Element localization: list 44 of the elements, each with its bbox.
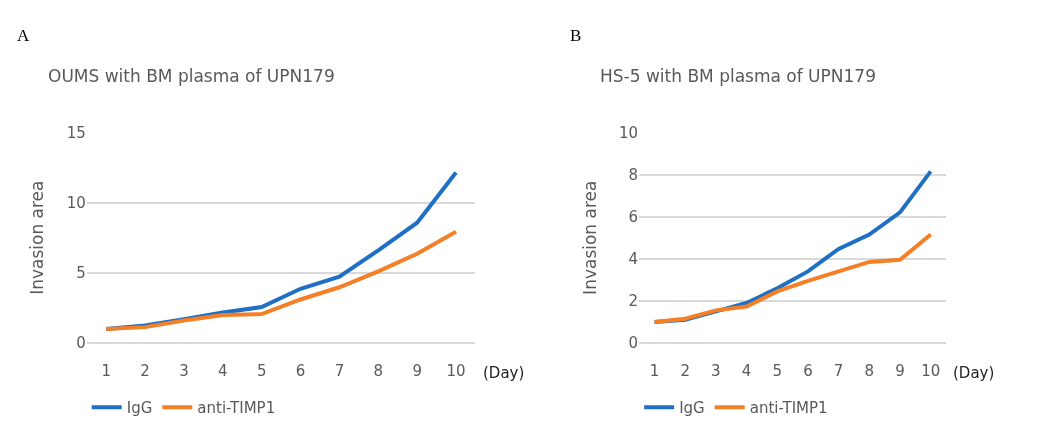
x-tick-label: 10 [921, 362, 941, 380]
x-tick-label: 9 [412, 362, 422, 380]
y-axis-title: Invasion area [579, 180, 600, 295]
text: A [17, 26, 30, 45]
x-tick-label: 7 [334, 362, 345, 380]
x-tick-label: 2 [140, 362, 150, 380]
line-series [104, 229, 459, 331]
x-tick-label: 10 [446, 362, 466, 380]
x-tick-label: 4 [218, 362, 228, 380]
y-tick-label: 4 [628, 250, 639, 269]
y-tick-label: 10 [66, 193, 86, 212]
x-tick-label: 8 [864, 362, 875, 380]
x-tick-label: 3 [711, 362, 721, 380]
legend-label: anti-TIMP1 [749, 399, 828, 418]
legend-label: IgG [679, 399, 705, 418]
y-tick-label: 2 [628, 292, 639, 311]
legend-label: IgG [126, 399, 153, 418]
chart-title: HS-5 with BM plasma of UPN179 [600, 66, 876, 86]
chart-title: OUMS with BM plasma of UPN179 [48, 66, 335, 86]
x-tick-label: 5 [256, 362, 267, 380]
y-tick-label: 10 [619, 123, 639, 142]
line-series [652, 232, 933, 324]
x-tick-label: 6 [803, 362, 813, 380]
x-tick-label: 4 [741, 362, 752, 380]
y-tick-label: 0 [76, 334, 86, 353]
x-tick-label: 8 [373, 362, 384, 380]
x-tick-label: 9 [895, 362, 905, 380]
x-tick-label: 1 [101, 362, 111, 380]
x-tick-label: 3 [179, 362, 189, 380]
x-tick-label: 7 [833, 362, 844, 380]
y-tick-label: 5 [76, 264, 86, 283]
x-tick-label: 6 [295, 362, 306, 380]
text: B [570, 26, 582, 45]
y-tick-label: 6 [628, 207, 639, 226]
x-axis-title: (Day) [483, 364, 525, 382]
x-tick-label: 1 [649, 362, 660, 380]
x-axis-title: (Day) [953, 364, 995, 382]
legend-label: anti-TIMP1 [197, 399, 276, 418]
x-tick-label: 5 [772, 362, 783, 380]
x-tick-label: 2 [680, 362, 690, 380]
y-tick-label: 15 [66, 123, 86, 142]
y-axis-title: Invasion area [27, 180, 48, 295]
y-tick-label: 8 [628, 165, 639, 184]
y-tick-label: 0 [628, 334, 639, 353]
